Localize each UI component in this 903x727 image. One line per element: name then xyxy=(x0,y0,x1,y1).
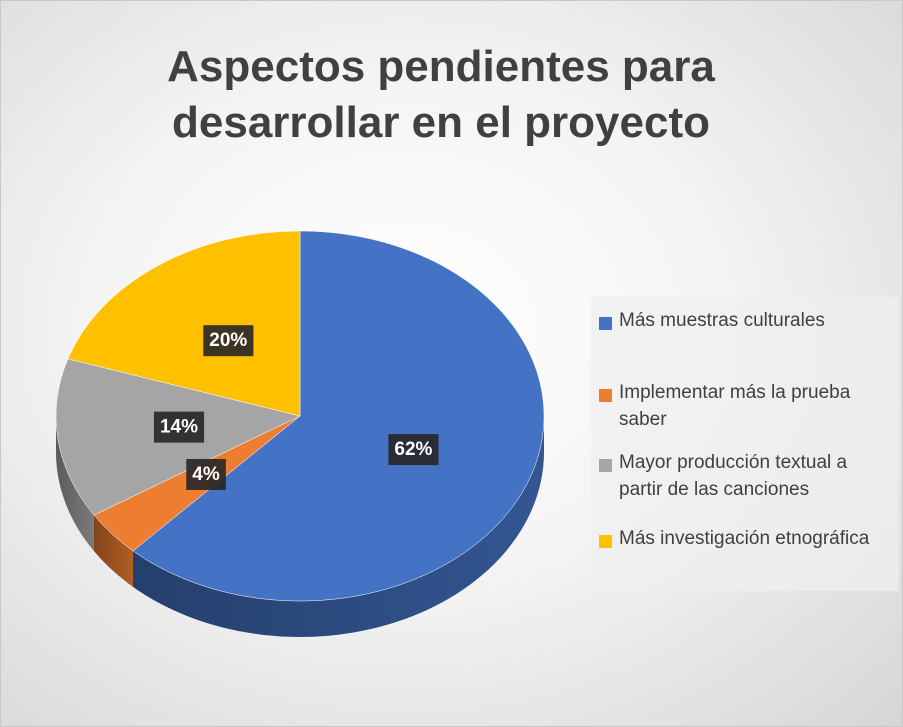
legend: Más muestras culturales Implementar más l… xyxy=(591,297,899,591)
legend-swatch xyxy=(599,535,612,548)
legend-swatch xyxy=(599,317,612,330)
legend-label: Más investigación etnográfica xyxy=(619,528,870,549)
data-label-box xyxy=(186,458,226,490)
legend-label: Más muestras culturales xyxy=(619,310,825,331)
data-label: 20% xyxy=(209,330,247,351)
data-label-box xyxy=(153,411,205,443)
slice xyxy=(132,230,545,602)
legend-label: Implementar más la prueba saber xyxy=(619,382,851,430)
chart-title: Aspectos pendientes para desarrollar en … xyxy=(167,42,715,147)
slice-side xyxy=(132,416,544,637)
data-label-box xyxy=(388,434,439,466)
slice xyxy=(67,230,301,417)
data-label: 4% xyxy=(192,464,220,485)
slice-side xyxy=(56,416,94,552)
data-label-box xyxy=(203,325,254,357)
legend-swatch xyxy=(599,389,612,402)
data-label: 14% xyxy=(160,417,198,438)
legend-swatch xyxy=(599,459,612,472)
data-label: 62% xyxy=(394,439,432,460)
legend-label: Mayor producción textual a partir de las… xyxy=(619,452,848,500)
slice-side xyxy=(93,515,133,587)
